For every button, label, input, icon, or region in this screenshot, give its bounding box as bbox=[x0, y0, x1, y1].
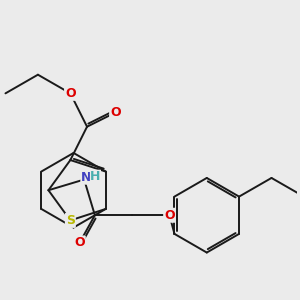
Text: O: O bbox=[65, 87, 76, 100]
Text: O: O bbox=[164, 209, 175, 222]
Text: S: S bbox=[66, 214, 75, 227]
Text: N: N bbox=[81, 171, 91, 184]
Text: O: O bbox=[110, 106, 121, 119]
Text: O: O bbox=[74, 236, 85, 250]
Text: H: H bbox=[90, 170, 100, 183]
